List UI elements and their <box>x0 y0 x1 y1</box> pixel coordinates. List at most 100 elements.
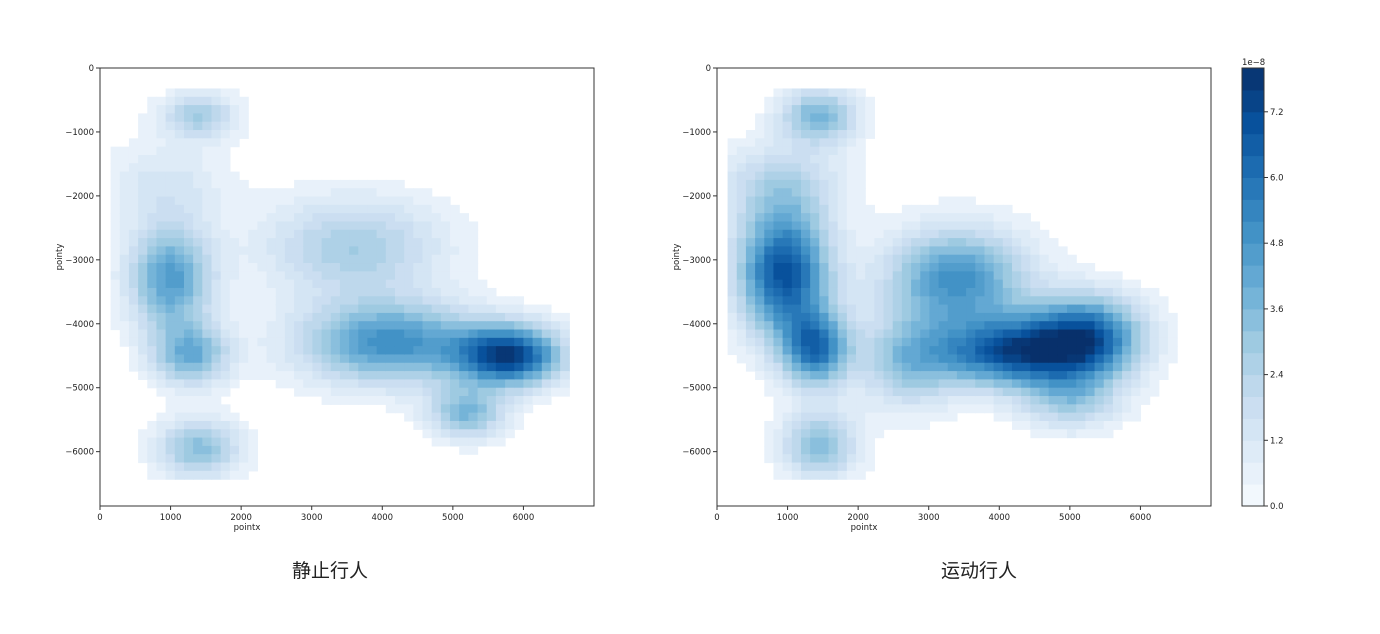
density-cell <box>856 271 866 281</box>
density-cell <box>810 204 820 214</box>
density-cell <box>431 346 442 356</box>
density-cell <box>275 304 286 314</box>
density-cell <box>422 246 433 256</box>
density-cell <box>376 213 387 223</box>
density-cell <box>1002 362 1013 372</box>
density-cell <box>211 396 222 405</box>
density-cell <box>385 213 396 223</box>
density-cell <box>1011 279 1022 289</box>
density-cell <box>477 362 488 372</box>
density-cell <box>183 420 194 430</box>
density-cell <box>193 105 203 114</box>
density-cell <box>1067 429 1077 439</box>
density-cell <box>800 329 811 339</box>
density-cell <box>1076 329 1086 339</box>
density-cell <box>376 304 387 314</box>
density-cell <box>956 238 967 247</box>
density-cell <box>248 204 258 214</box>
density-cell <box>459 396 469 405</box>
density-cell <box>220 279 231 289</box>
density-cell <box>956 221 967 231</box>
density-cell <box>1158 362 1169 372</box>
density-cell <box>394 354 405 364</box>
density-cell <box>294 379 304 389</box>
density-cell <box>349 246 359 256</box>
density-cell <box>1048 296 1059 306</box>
density-cell <box>431 221 442 231</box>
density-cell <box>239 462 249 472</box>
density-cell <box>1131 321 1142 331</box>
colorbar-band <box>1242 484 1264 507</box>
density-cell <box>810 437 820 447</box>
density-cell <box>183 105 194 114</box>
density-cell <box>312 238 323 247</box>
density-cell <box>1085 379 1096 389</box>
density-cell <box>183 379 194 389</box>
density-cell <box>294 304 304 314</box>
density-cell <box>837 412 848 422</box>
density-cell <box>984 213 995 223</box>
density-cell <box>755 113 765 123</box>
density-cell <box>312 263 323 272</box>
density-cell <box>1048 396 1059 405</box>
density-cell <box>1131 337 1142 347</box>
density-cell <box>929 362 940 372</box>
density-cell <box>791 188 802 198</box>
density-cell <box>193 379 203 389</box>
density-cell <box>736 238 747 247</box>
density-cell <box>800 213 811 223</box>
density-cell <box>358 396 369 405</box>
x-tick-label: 0 <box>714 513 719 523</box>
density-cell <box>947 263 958 272</box>
density-cell <box>349 271 359 281</box>
density-cell <box>865 279 875 289</box>
density-cell <box>156 445 167 455</box>
density-cell <box>828 354 839 364</box>
density-cell <box>874 337 885 347</box>
density-cell <box>220 238 231 247</box>
density-cell <box>174 379 185 389</box>
density-cell <box>514 379 525 389</box>
density-cell <box>1011 396 1022 405</box>
density-cell <box>174 238 185 247</box>
density-cell <box>560 387 570 397</box>
density-cell <box>523 321 534 331</box>
density-cell <box>119 337 130 347</box>
density-cell <box>1112 387 1123 397</box>
density-cell <box>165 412 176 422</box>
density-cell <box>211 470 222 480</box>
density-cell <box>202 445 213 455</box>
density-cell <box>358 387 369 397</box>
density-cell <box>727 204 738 214</box>
density-cell <box>321 221 332 231</box>
density-cell <box>1149 387 1160 397</box>
density-cell <box>966 354 976 364</box>
density-cell <box>183 130 194 139</box>
density-cell <box>330 337 341 347</box>
density-cell <box>773 396 784 405</box>
density-cell <box>202 362 213 372</box>
density-cell <box>865 229 875 239</box>
density-cell <box>193 437 203 447</box>
density-cell <box>376 396 387 405</box>
density-cell <box>1039 354 1050 364</box>
density-cell <box>865 454 875 464</box>
density-cell <box>505 396 515 405</box>
density-cell <box>183 321 194 331</box>
density-cell <box>911 412 921 422</box>
density-cell <box>947 329 958 339</box>
density-cell <box>330 188 341 198</box>
density-cell <box>110 321 121 331</box>
density-cell <box>993 396 1004 405</box>
density-cell <box>1122 346 1132 356</box>
density-cell <box>975 296 986 306</box>
density-cell <box>764 387 775 397</box>
density-cell <box>1085 329 1096 339</box>
density-cell <box>183 146 194 156</box>
density-cell <box>920 312 931 322</box>
density-cell <box>966 229 976 239</box>
density-cell <box>266 271 277 281</box>
density-cell <box>523 312 534 322</box>
density-cell <box>330 179 341 189</box>
density-cell <box>892 412 903 422</box>
